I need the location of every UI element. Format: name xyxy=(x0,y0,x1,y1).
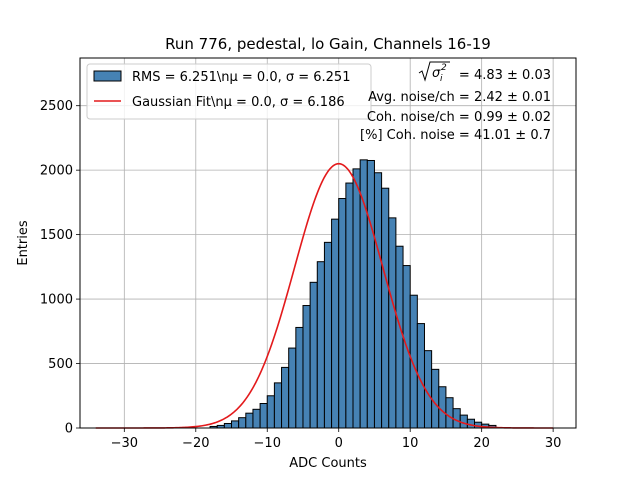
histogram-bar xyxy=(302,305,311,429)
histogram-bar xyxy=(438,386,447,429)
histogram-bar xyxy=(238,417,247,429)
sigma-superscript: 2 xyxy=(441,63,447,73)
histogram-bar xyxy=(366,159,375,429)
x-tick-label: −30 xyxy=(111,436,138,451)
histogram-bar xyxy=(273,382,283,429)
x-tick-label: 20 xyxy=(473,436,490,451)
axes-frame xyxy=(79,57,577,429)
histogram-bar xyxy=(231,420,240,429)
coh-noise-text: Coh. noise/ch = 0.99 ± 0.02 xyxy=(367,110,551,125)
noise-statistics: σ 2 i = 4.83 ± 0.03 Avg. noise/ch = 2.42… xyxy=(360,61,551,143)
y-tick-label: 2500 xyxy=(40,99,73,114)
histogram-bar xyxy=(245,412,254,429)
chart-title: Run 776, pedestal, lo Gain, Channels 16-… xyxy=(165,35,491,53)
histogram-bar xyxy=(259,403,268,429)
y-axis-label: Entries xyxy=(16,220,31,266)
histogram-bar xyxy=(395,245,404,429)
histogram-bar xyxy=(445,397,454,429)
sigma-total-formula: σ 2 i xyxy=(418,61,450,84)
histogram-bar xyxy=(266,395,275,429)
x-tick-label: 10 xyxy=(402,436,419,451)
avg-noise-text: Avg. noise/ch = 2.42 ± 0.01 xyxy=(368,90,551,105)
y-axis-ticks: 0 500 1000 1500 2000 2500 xyxy=(40,99,80,437)
plot-area xyxy=(79,57,577,429)
histogram-bar xyxy=(452,408,461,429)
histogram-bar xyxy=(288,347,297,429)
histogram-bar xyxy=(295,326,304,429)
histogram-bar xyxy=(309,281,318,429)
legend: RMS = 6.251\nμ = 0.0, σ = 6.251 Gaussian… xyxy=(86,63,372,120)
x-axis-ticks: −30 −20 −10 0 10 20 30 xyxy=(111,428,562,451)
histogram-bar xyxy=(388,217,397,429)
histogram-bar xyxy=(373,172,383,429)
legend-box xyxy=(86,63,372,120)
histogram-bar xyxy=(281,366,290,429)
y-tick-label: 500 xyxy=(48,357,73,372)
sigma-total-value: = 4.83 ± 0.03 xyxy=(459,68,551,83)
y-tick-label: 0 xyxy=(65,422,73,437)
histogram-bar xyxy=(223,422,233,429)
x-tick-label: 30 xyxy=(545,436,562,451)
histogram-bar xyxy=(345,182,354,429)
histogram-bar xyxy=(316,261,325,429)
x-tick-label: −10 xyxy=(254,436,281,451)
y-tick-label: 1500 xyxy=(40,228,73,243)
legend-histogram-swatch xyxy=(93,70,122,82)
legend-fit-label: Gaussian Fit\nμ = 0.0, σ = 6.186 xyxy=(132,95,345,110)
histogram-bar xyxy=(352,168,361,429)
histogram-bar xyxy=(431,368,440,429)
histogram-bar xyxy=(409,294,418,429)
sqrt-symbol xyxy=(418,61,450,82)
histogram-bar xyxy=(338,198,347,429)
histogram-bar xyxy=(381,187,390,429)
x-axis-label: ADC Counts xyxy=(289,456,367,471)
histogram-bar xyxy=(331,218,340,429)
histogram-bar xyxy=(323,241,333,429)
x-tick-label: 0 xyxy=(335,436,343,451)
pct-coh-noise-text: [%] Coh. noise = 41.01 ± 0.7 xyxy=(360,128,551,143)
histogram-bar xyxy=(252,408,261,429)
legend-histogram-label: RMS = 6.251\nμ = 0.0, σ = 6.251 xyxy=(132,70,350,85)
x-tick-label: −20 xyxy=(182,436,209,451)
histogram-bar xyxy=(359,159,368,429)
y-tick-label: 1000 xyxy=(40,293,73,308)
sigma-subscript: i xyxy=(440,74,443,84)
sigma-symbol: σ xyxy=(432,66,441,81)
y-tick-label: 2000 xyxy=(40,164,73,179)
